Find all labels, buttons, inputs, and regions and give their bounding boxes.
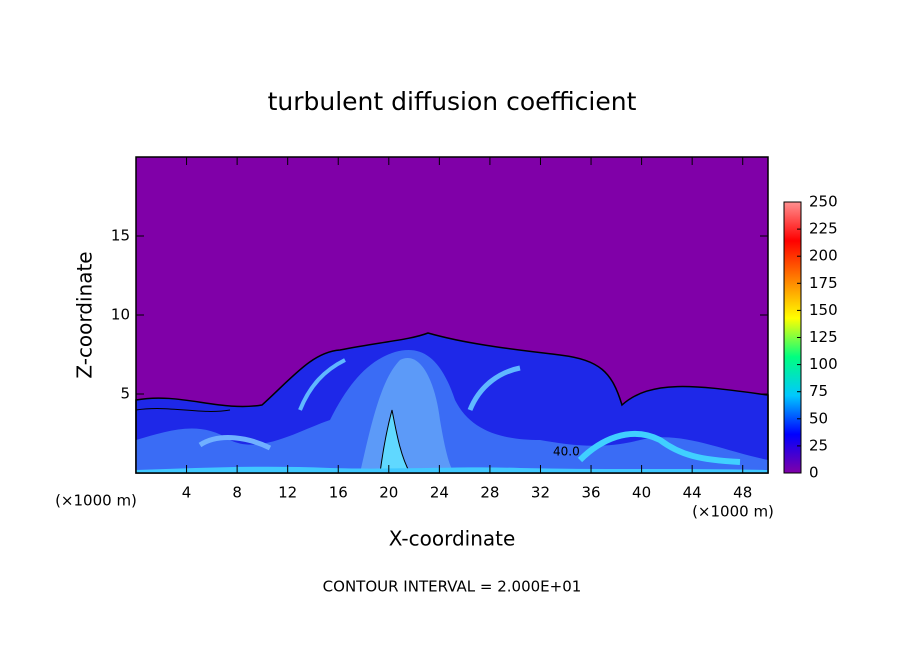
x-tick-label: 4 xyxy=(182,484,192,502)
x-tick-label: 48 xyxy=(733,484,752,502)
x-tick-label: 32 xyxy=(531,484,550,502)
colorbar-tick-label: 200 xyxy=(809,247,838,265)
colorbar-tick-label: 225 xyxy=(809,220,838,238)
chart-title: turbulent diffusion coefficient xyxy=(268,87,637,116)
x-tick-label: 24 xyxy=(430,484,449,502)
y-tick-label: 5 xyxy=(120,385,130,403)
x-tick-label: 40 xyxy=(632,484,651,502)
x-tick-label: 16 xyxy=(329,484,348,502)
colorbar-tick-label: 100 xyxy=(809,355,838,373)
x-tick-label: 28 xyxy=(480,484,499,502)
x-tick-label: 36 xyxy=(581,484,600,502)
colorbar-tick-label: 50 xyxy=(809,409,828,427)
y-tick-label: 15 xyxy=(111,227,130,245)
x-tick-label: 12 xyxy=(278,484,297,502)
field xyxy=(135,157,769,474)
colorbar-tick-label: 125 xyxy=(809,328,838,346)
y-axis-label: Z-coordinate xyxy=(73,251,97,378)
x-tick-label: 44 xyxy=(683,484,702,502)
colorbar-tick-label: 0 xyxy=(809,464,819,482)
colorbar-tick-label: 175 xyxy=(809,274,838,292)
x-unit: (×1000 m) xyxy=(55,492,137,510)
y-tick-label: 10 xyxy=(111,306,130,324)
footer: CONTOUR INTERVAL = 2.000E+01 xyxy=(323,578,582,596)
contour-label: 40.0 xyxy=(553,445,580,459)
x-tick-label: 20 xyxy=(379,484,398,502)
x-axis-label: X-coordinate xyxy=(389,527,516,551)
colorbar-tick-label: 150 xyxy=(809,301,838,319)
x-unit: (×1000 m) xyxy=(692,503,774,521)
colorbar-tick-label: 250 xyxy=(809,193,838,211)
colorbar-tick-label: 25 xyxy=(809,436,828,454)
x-tick-label: 8 xyxy=(232,484,242,502)
colorbar-tick-label: 75 xyxy=(809,382,828,400)
